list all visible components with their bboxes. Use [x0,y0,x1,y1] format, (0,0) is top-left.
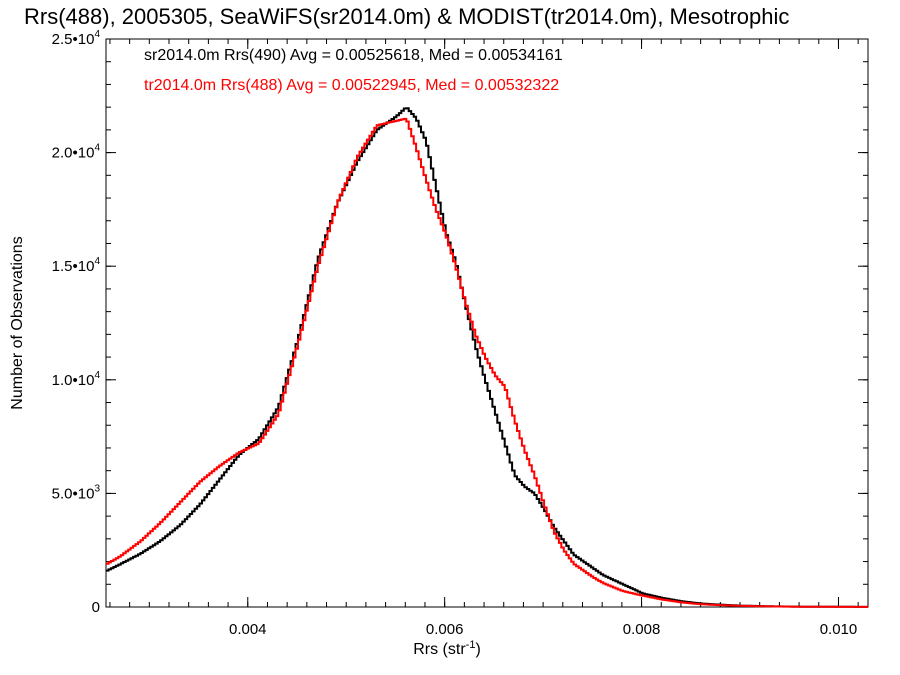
series-1-line [106,117,868,608]
annotation-red-series: tr2014.0m Rrs(488) Avg = 0.00522945, Med… [144,77,559,94]
x-tick-label: 0.006 [426,621,464,638]
plot-area-frame [105,38,869,608]
y-tick-label: 2.5•104 [52,29,101,48]
y-tick-label: 5.0•103 [52,483,101,502]
x-axis-label-end: ) [475,641,480,658]
x-axis-ticks: 0.004 0.006 0.008 0.010 [229,39,857,638]
x-tick-label: 0.008 [623,621,661,638]
x-axis-label-superscript: -1 [466,639,476,651]
y-tick-label: 2.0•104 [52,143,101,162]
y-axis-label: Number of Observations [9,236,26,409]
x-axis-label: Rrs (str-1) [413,639,481,658]
annotation-black-series: sr2014.0m Rrs(490) Avg = 0.00525618, Med… [144,47,563,64]
y-tick-label: 1.0•104 [52,370,101,389]
chart-title: Rrs(488), 2005305, SeaWiFS(sr2014.0m) & … [24,4,789,29]
y-tick-label: 0 [92,599,100,616]
x-tick-label: 0.010 [820,621,858,638]
x-axis-label-main: Rrs (str [413,641,466,658]
y-axis-ticks: 0 5.0•103 1.0•104 1.5•104 2.0•104 2.5•104 [52,29,868,616]
y-tick-label: 1.5•104 [52,256,101,275]
series-group [106,107,868,608]
x-tick-label: 0.004 [229,621,267,638]
